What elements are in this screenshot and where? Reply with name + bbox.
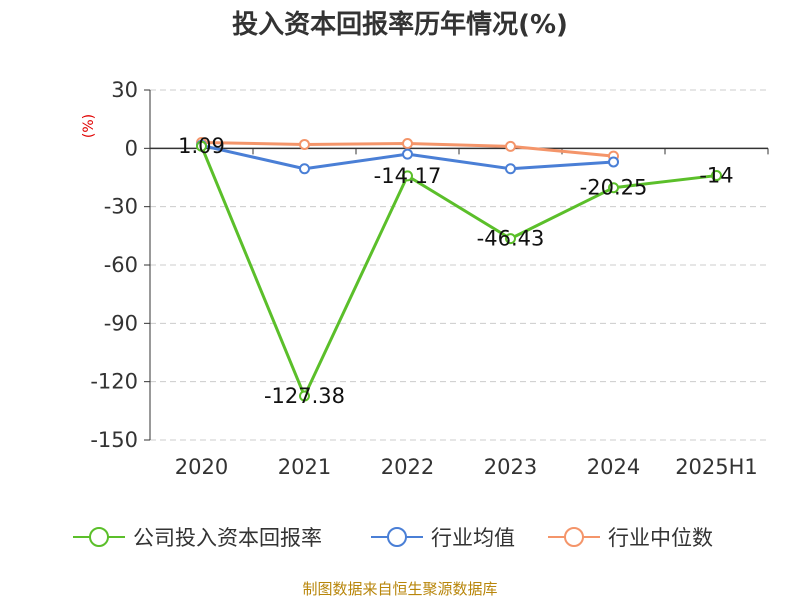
legend-label: 行业均值	[431, 526, 515, 550]
legend-label: 公司投入资本回报率	[133, 526, 322, 550]
data-point	[505, 140, 516, 152]
data-label: -14	[699, 164, 733, 188]
chart-title: 投入资本回报率历年情况(%)	[232, 10, 568, 40]
legend-item-industry-median[interactable]: 行业中位数	[548, 521, 713, 553]
x-tick-label: 2022	[381, 455, 434, 479]
x-tick-label: 2025H1	[675, 455, 758, 479]
y-tick-label: -90	[104, 311, 138, 335]
data-point	[196, 140, 207, 152]
x-tick-label: 2024	[587, 455, 640, 479]
legend-line-icon	[73, 527, 125, 547]
legend-line-icon	[371, 527, 423, 547]
data-label: -14.17	[374, 164, 442, 188]
data-point	[402, 137, 413, 149]
legend-item-industry-mean[interactable]: 行业均值	[371, 521, 515, 553]
y-axis-unit-label: (%)	[81, 114, 97, 138]
data-label: -20.25	[580, 176, 648, 200]
y-tick-label: -30	[104, 195, 138, 219]
legend-label: 行业中位数	[608, 526, 713, 550]
legend-item-company[interactable]: 公司投入资本回报率	[73, 521, 322, 553]
data-point	[505, 233, 516, 245]
data-point	[505, 163, 516, 175]
data-point	[299, 163, 310, 175]
data-labels: 1.09 -127.38 -14.17 -46.43 -20.25 -14	[178, 134, 734, 408]
data-label: -46.43	[477, 227, 545, 251]
series-line	[200, 145, 717, 398]
y-tick-label: 0	[125, 136, 138, 160]
y-tick-label: -60	[104, 253, 138, 277]
data-label: 1.09	[178, 134, 225, 158]
y-tick-label: -150	[90, 428, 138, 452]
x-tick-label: 2023	[484, 455, 537, 479]
legend-line-icon	[548, 527, 600, 547]
data-label: -127.38	[264, 384, 345, 408]
y-tick-label: 30	[111, 78, 138, 102]
data-point	[608, 182, 619, 194]
series-lines	[196, 137, 722, 402]
axes: 30 0 -30 -60 -90 -120 -150 2020 2021 2022 2023 2024…	[81, 78, 769, 479]
x-tick-label: 2020	[175, 455, 228, 479]
data-point	[299, 138, 310, 150]
y-tick-label: -120	[90, 370, 138, 394]
source-note: 制图数据来自恒生聚源数据库	[302, 580, 498, 598]
x-tick-label: 2021	[278, 455, 331, 479]
data-point	[402, 170, 413, 182]
data-point	[402, 148, 413, 160]
data-point	[711, 170, 722, 182]
legend: 公司投入资本回报率 行业均值 行业中位数	[0, 521, 800, 553]
grid-lines	[150, 89, 768, 441]
data-point	[608, 156, 619, 168]
data-point	[299, 390, 310, 402]
